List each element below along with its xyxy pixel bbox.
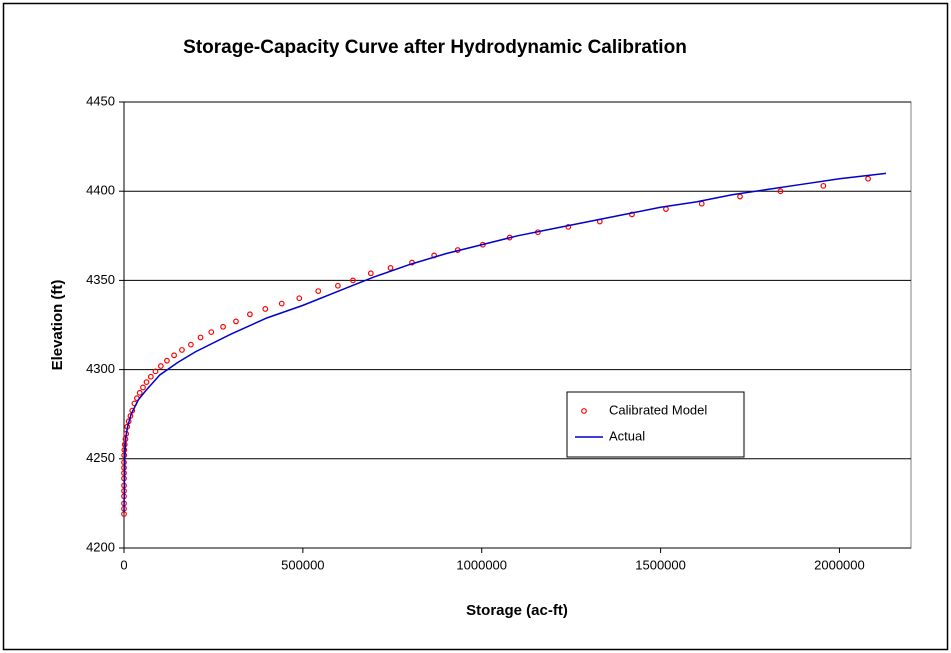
x-tick-label: 1500000 (635, 557, 686, 572)
y-tick-label: 4350 (86, 272, 115, 287)
model-point (629, 211, 635, 218)
y-tick-label: 4400 (86, 183, 115, 198)
model-point (350, 277, 356, 284)
model-point (262, 306, 269, 312)
model-point (247, 311, 253, 318)
legend-marker (581, 408, 587, 414)
legend-label: Calibrated Model (609, 402, 707, 417)
x-tick-label: 0 (120, 557, 127, 572)
y-tick-label: 4300 (86, 361, 115, 376)
chart-title: Storage-Capacity Curve after Hydrodynami… (183, 37, 687, 58)
model-point (367, 270, 374, 277)
model-point (187, 341, 194, 348)
legend-label: Actual (609, 428, 645, 443)
y-axis-label: Elevation (ft) (49, 280, 66, 371)
model-point (335, 282, 341, 289)
model-point (157, 363, 164, 369)
model-point (820, 182, 827, 189)
model-point (136, 389, 143, 396)
model-point (208, 329, 215, 336)
model-point (865, 175, 871, 182)
y-tick-label: 4450 (86, 93, 115, 108)
actual-line (123, 172, 887, 513)
model-point (147, 373, 154, 380)
y-tick-label: 4250 (86, 450, 115, 465)
model-point (278, 300, 285, 307)
model-point (233, 318, 239, 325)
x-tick-label: 500000 (281, 557, 324, 572)
x-tick-label: 1000000 (456, 557, 507, 572)
model-point (296, 295, 303, 302)
model-point (220, 323, 226, 330)
x-tick-label: 2000000 (814, 557, 865, 572)
model-point (777, 188, 784, 195)
model-point (197, 334, 204, 341)
model-point (315, 288, 322, 295)
y-tick-label: 4200 (86, 539, 115, 554)
model-point (171, 352, 177, 359)
model-point (152, 368, 159, 375)
legend-box (566, 391, 745, 458)
model-point (143, 379, 150, 385)
plot-area (123, 101, 912, 549)
model-point (179, 347, 185, 353)
model-point (164, 357, 170, 364)
model-point (387, 265, 394, 271)
model-point (140, 384, 146, 391)
x-axis-label: Storage (ac-ft) (466, 602, 568, 619)
